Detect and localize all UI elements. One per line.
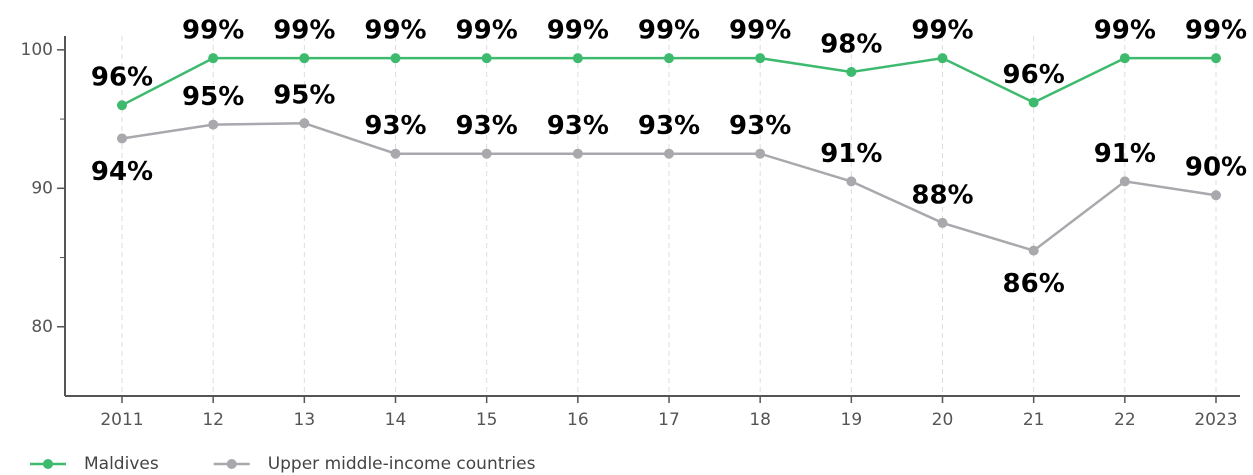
data-label: 99% [729, 16, 791, 46]
data-label: 99% [273, 16, 335, 46]
point [572, 148, 583, 159]
data-label: 86% [1003, 269, 1065, 299]
x-tick-label: 2011 [100, 410, 143, 430]
point [755, 53, 766, 64]
legend-label: Upper middle-income countries [268, 454, 536, 474]
point [117, 100, 127, 111]
x-tick-label: 21 [1023, 410, 1045, 430]
point [937, 217, 948, 228]
x-tick-label: 14 [385, 410, 407, 430]
point [664, 148, 674, 159]
data-label: 93% [364, 111, 426, 141]
data-label: 93% [547, 111, 609, 141]
point [390, 148, 401, 159]
x-tick-label: 2023 [1194, 410, 1237, 430]
point [1211, 190, 1221, 201]
legend-marker [43, 459, 53, 469]
point [208, 119, 219, 130]
point [937, 53, 948, 64]
point [299, 53, 310, 64]
point [117, 133, 127, 144]
x-tick-label: 19 [841, 410, 863, 430]
point [755, 148, 766, 159]
x-tick-label: 15 [476, 410, 498, 430]
y-tick-label: 100 [21, 40, 53, 60]
point [1028, 97, 1039, 108]
point [846, 176, 857, 187]
legend-marker [226, 459, 237, 469]
point [481, 148, 492, 159]
data-label: 90% [1185, 153, 1247, 183]
point [299, 118, 310, 129]
point [1028, 245, 1039, 256]
point [208, 53, 219, 64]
x-tick-label: 22 [1114, 410, 1136, 430]
x-tick-label: 17 [658, 410, 680, 430]
data-label: 95% [182, 82, 244, 112]
legend-label: Maldives [84, 454, 159, 474]
point [846, 67, 857, 77]
line [121, 121, 1217, 252]
point [390, 53, 401, 64]
data-label: 91% [820, 139, 882, 169]
data-label: 98% [820, 30, 882, 60]
x-tick-label: 18 [749, 410, 771, 430]
point [1211, 53, 1221, 64]
data-label: 99% [456, 16, 518, 46]
data-label: 99% [911, 16, 973, 46]
data-label: 95% [273, 81, 335, 111]
data-label: 94% [91, 157, 153, 187]
data-label: 99% [638, 16, 700, 46]
data-label: 93% [638, 111, 700, 141]
data-label: 96% [1003, 60, 1065, 90]
data-label: 88% [911, 180, 973, 210]
data-label: 99% [182, 16, 244, 46]
data-label: 91% [1094, 139, 1156, 169]
point [481, 53, 492, 64]
data-label: 96% [91, 63, 153, 93]
y-tick-label: 90 [31, 178, 53, 198]
point [572, 53, 583, 64]
x-tick-label: 13 [294, 410, 316, 430]
x-tick-label: 20 [932, 410, 954, 430]
data-label: 99% [1094, 16, 1156, 46]
x-tick-label: 12 [202, 410, 224, 430]
point [1119, 53, 1130, 64]
y-tick-label: 80 [31, 317, 53, 337]
data-label: 99% [547, 16, 609, 46]
point [1119, 176, 1130, 187]
data-label: 93% [456, 111, 518, 141]
point [664, 53, 674, 64]
data-label: 99% [1185, 16, 1247, 46]
data-label: 93% [729, 111, 791, 141]
data-label: 99% [364, 16, 426, 46]
x-tick-label: 16 [567, 410, 589, 430]
